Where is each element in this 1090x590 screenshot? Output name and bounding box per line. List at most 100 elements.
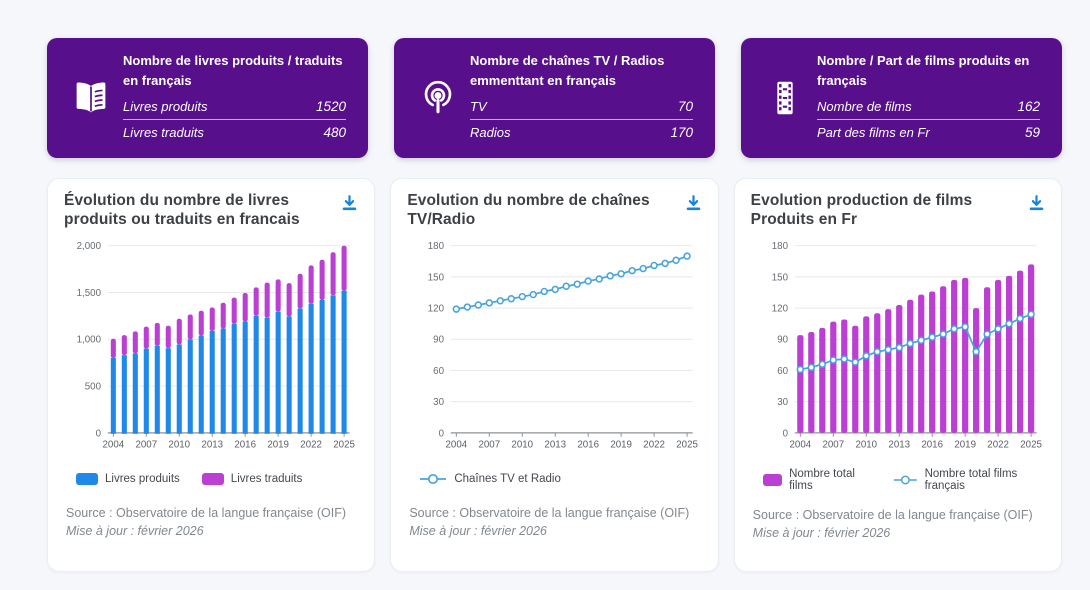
svg-text:2013: 2013 [201, 439, 223, 450]
svg-text:500: 500 [85, 381, 102, 392]
legend-label: Livres traduits [230, 472, 303, 485]
chart-legend: Nombre total films Nombre total films fra… [762, 467, 1045, 492]
svg-text:2,000: 2,000 [77, 241, 102, 252]
kpi-value: 70 [677, 99, 693, 114]
legend-item[interactable]: Livres produits [76, 472, 180, 485]
legend-swatch-icon [762, 473, 783, 486]
download-icon[interactable] [1028, 194, 1045, 212]
dashboard: Nombre de livres produits / traduits en … [47, 38, 1062, 572]
svg-text:2025: 2025 [333, 439, 355, 450]
kpi-title: Nombre / Part de films produits en franç… [817, 53, 1030, 88]
svg-text:90: 90 [434, 335, 445, 346]
legend-item[interactable]: Nombre total films [762, 467, 871, 492]
svg-text:0: 0 [96, 428, 102, 439]
legend-item[interactable]: Nombre total films français [893, 468, 1045, 492]
svg-text:30: 30 [777, 397, 788, 408]
source-text: Source : Observatoire de la langue franç… [66, 505, 346, 520]
svg-text:2022: 2022 [300, 439, 322, 450]
svg-text:2016: 2016 [234, 439, 256, 450]
svg-text:2007: 2007 [479, 439, 501, 450]
svg-text:150: 150 [771, 272, 788, 283]
legend-label: Nombre total films français [924, 467, 1018, 492]
kpi-label: TV [470, 99, 487, 114]
kpi-card-chaines: Nombre de chaînes TV / Radios emmenttant… [394, 38, 715, 158]
kpi-row-nombre-films: Nombre de films 162 [817, 94, 1040, 120]
kpi-label: Livres produits [123, 99, 208, 114]
kpi-card-films: Nombre / Part de films produits en franç… [741, 38, 1062, 158]
kpi-value: 1520 [315, 99, 346, 114]
legend-item[interactable]: Chaînes TV et Radio [419, 473, 561, 485]
legend-label: Nombre total films [789, 467, 855, 492]
legend-item[interactable]: Livres traduits [201, 472, 303, 485]
chart-canvas-livres: 0 500 1,000 1,500 2,000 2004 2007 2010 2013 2016 2… [77, 241, 355, 450]
chart-canvas-chaines: 0 30 60 90 120 150 180 2004 2007 2010 2013 2016 2019… [428, 241, 698, 450]
svg-text:2022: 2022 [644, 439, 666, 450]
kpi-row-tv: TV 70 [470, 94, 693, 120]
chart-card-films: Evolution production de films Produits e… [733, 178, 1062, 572]
svg-text:2010: 2010 [512, 439, 534, 450]
chart-title: Évolution du nombre de livres produits o… [64, 192, 300, 228]
kpi-row-part-films: Part des films en Fr 59 [817, 120, 1040, 145]
svg-text:0: 0 [439, 428, 445, 439]
kpi-value: 59 [1024, 125, 1040, 140]
kpi-row: Nombre de livres produits / traduits en … [47, 38, 1062, 158]
source-text: Source : Observatoire de la langue franç… [752, 507, 1033, 522]
kpi-row-livres-produits: Livres produits 1520 [123, 94, 346, 120]
svg-text:150: 150 [428, 272, 445, 283]
svg-text:2019: 2019 [611, 439, 633, 450]
svg-text:1,000: 1,000 [77, 335, 102, 346]
svg-text:2010: 2010 [855, 439, 877, 450]
svg-text:2007: 2007 [822, 439, 844, 450]
chart-canvas-films: 0 30 60 90 120 150 180 2004 2007 2010 2013 2016 2019… [771, 241, 1042, 450]
legend-line-marker-icon [893, 475, 917, 485]
chart-legend: Livres produits Livres traduits [76, 468, 358, 490]
svg-text:90: 90 [777, 335, 788, 346]
svg-text:2016: 2016 [921, 439, 943, 450]
svg-text:2025: 2025 [1020, 439, 1042, 450]
chart-title: Evolution production de films Produits e… [750, 192, 973, 228]
svg-text:1,500: 1,500 [77, 288, 102, 299]
svg-text:2004: 2004 [103, 439, 125, 450]
legend-label: Chaînes TV et Radio [454, 472, 561, 485]
svg-text:2004: 2004 [446, 439, 468, 450]
svg-text:2016: 2016 [578, 439, 600, 450]
kpi-row-livres-traduits: Livres traduits 480 [123, 120, 346, 145]
svg-text:180: 180 [771, 241, 788, 252]
updated-text: Mise à jour : février 2026 [66, 523, 204, 538]
kpi-label: Nombre de films [817, 99, 912, 114]
svg-text:2019: 2019 [267, 439, 289, 450]
kpi-label: Part des films en Fr [817, 125, 930, 140]
legend-swatch-icon [76, 472, 98, 485]
svg-text:2007: 2007 [135, 439, 157, 450]
kpi-value: 480 [323, 125, 346, 140]
chart-card-livres: Évolution du nombre de livres produits o… [47, 178, 376, 572]
film-icon [753, 75, 817, 121]
book-icon [59, 75, 123, 121]
chart-card-chaines: Evolution du nombre de chaînes TV/Radio … [390, 178, 719, 572]
svg-text:60: 60 [777, 366, 788, 377]
kpi-title: Nombre de chaînes TV / Radios emmenttant… [470, 53, 665, 88]
download-icon[interactable] [341, 194, 358, 212]
legend-line-marker-icon [420, 473, 447, 484]
svg-text:2022: 2022 [987, 439, 1009, 450]
kpi-value: 170 [670, 125, 693, 140]
updated-text: Mise à jour : février 2026 [752, 525, 891, 540]
broadcast-icon [406, 75, 470, 121]
svg-text:2013: 2013 [545, 439, 567, 450]
chart-legend: Chaînes TV et Radio [419, 468, 701, 490]
kpi-label: Livres traduits [123, 125, 204, 140]
kpi-value: 162 [1017, 99, 1040, 114]
svg-text:2019: 2019 [954, 439, 976, 450]
kpi-label: Radios [470, 125, 511, 140]
svg-text:60: 60 [434, 366, 445, 377]
chart-title: Evolution du nombre de chaînes TV/Radio [407, 192, 650, 228]
download-icon[interactable] [685, 194, 702, 212]
kpi-row-radios: Radios 170 [470, 120, 693, 145]
svg-text:2004: 2004 [789, 439, 811, 450]
svg-text:0: 0 [782, 428, 788, 439]
charts-row: Évolution du nombre de livres produits o… [47, 178, 1062, 572]
svg-text:30: 30 [434, 397, 445, 408]
kpi-title: Nombre de livres produits / traduits en … [123, 53, 343, 88]
svg-text:180: 180 [428, 241, 445, 252]
legend-swatch-icon [201, 472, 224, 485]
